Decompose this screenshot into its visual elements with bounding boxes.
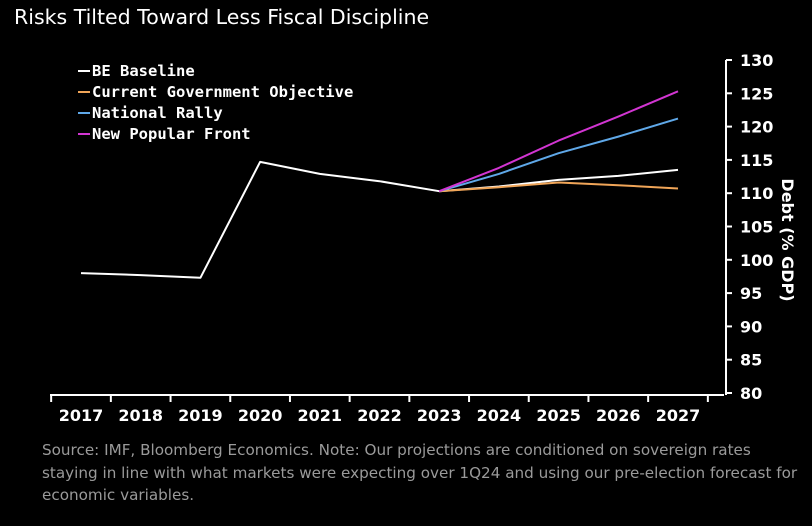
y-tick-label: 110 bbox=[740, 184, 773, 203]
y-tick-label: 130 bbox=[740, 51, 773, 70]
series-line-new-popular-front bbox=[438, 90, 679, 193]
chart-title: Risks Tilted Toward Less Fiscal Discipli… bbox=[14, 5, 430, 29]
x-tick-label: 2017 bbox=[59, 406, 104, 425]
y-tick-label: 100 bbox=[740, 251, 773, 270]
source-footnote: Source: IMF, Bloomberg Economics. Note: … bbox=[42, 441, 798, 504]
x-tick-label: 2020 bbox=[238, 406, 283, 425]
series-line-be-baseline bbox=[80, 160, 679, 279]
y-tick-label: 125 bbox=[740, 84, 773, 103]
x-tick-label: 2027 bbox=[656, 406, 701, 425]
x-tick-label: 2024 bbox=[477, 406, 522, 425]
y-tick-label: 85 bbox=[740, 351, 762, 370]
legend-label: BE Baseline bbox=[92, 62, 195, 80]
legend-label: New Popular Front bbox=[92, 125, 251, 143]
y-axis: 80 85 90 95 100 105 110 115 120 125 130 bbox=[725, 51, 773, 403]
x-tick-label: 2019 bbox=[178, 406, 223, 425]
x-tick-label: 2022 bbox=[357, 406, 402, 425]
y-tick-label: 115 bbox=[740, 151, 773, 170]
y-tick-label: 90 bbox=[740, 317, 762, 336]
y-tick-label: 80 bbox=[740, 384, 762, 403]
x-tick-label: 2023 bbox=[417, 406, 462, 425]
legend-label: Current Government Objective bbox=[92, 83, 353, 101]
x-tick-label: 2018 bbox=[118, 406, 163, 425]
series-line-national-rally bbox=[438, 117, 679, 193]
x-tick-label: 2025 bbox=[536, 406, 581, 425]
series-line-current-government-objective bbox=[439, 181, 679, 193]
series-lines bbox=[80, 90, 679, 279]
x-tick-label: 2021 bbox=[298, 406, 343, 425]
legend: BE Baseline Current Government Objective N… bbox=[78, 62, 353, 143]
y-tick-label: 105 bbox=[740, 218, 773, 237]
legend-label: National Rally bbox=[92, 104, 223, 122]
y-axis-label: Debt (% GDP) bbox=[778, 178, 797, 301]
x-tick-label: 2026 bbox=[596, 406, 641, 425]
x-axis: 2017 2018 2019 2020 2021 2022 2023 2024 2025 2026… bbox=[50, 394, 724, 425]
y-tick-label: 120 bbox=[740, 118, 773, 137]
y-tick-label: 95 bbox=[740, 284, 762, 303]
